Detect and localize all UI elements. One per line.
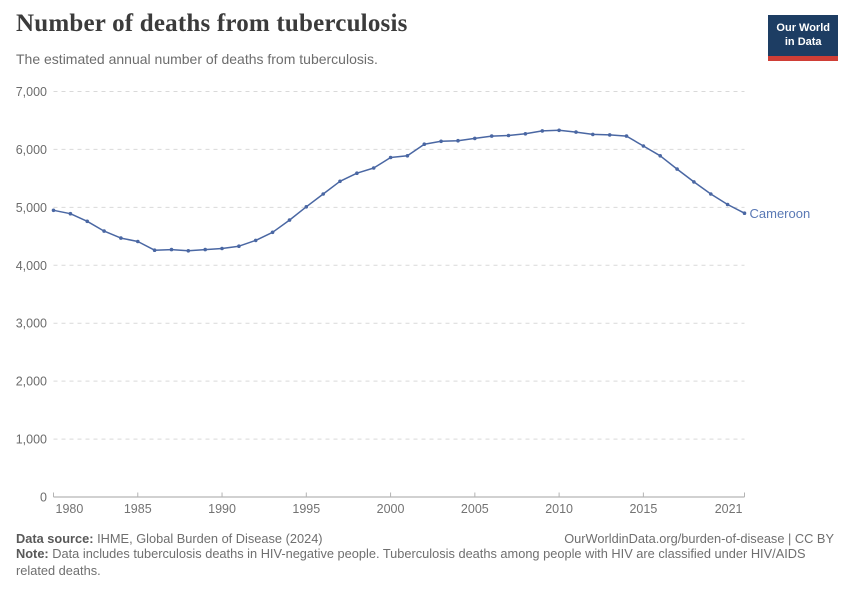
data-line [52,129,746,252]
data-source-line: Data source: IHME, Global Burden of Dise… [16,531,323,546]
data-point [456,138,460,143]
data-point [371,166,376,170]
data-point [557,128,561,133]
data-point [523,132,528,136]
y-axis-tick-label: 0 [40,491,47,505]
data-point [102,229,106,233]
x-axis-tick-label: 2005 [461,502,489,516]
data-point [388,155,393,160]
data-point [489,134,494,138]
data-point [540,129,545,133]
data-point [169,247,174,252]
data-point [237,244,241,248]
data-point [304,205,309,209]
data-point [658,154,662,158]
data-point [119,236,123,240]
data-point [321,192,326,196]
data-point [51,208,56,213]
owid-logo[interactable]: Our World in Data [768,15,838,61]
data-point [692,180,696,184]
y-axis-tick-label: 2,000 [16,375,47,389]
data-point [725,202,730,207]
x-axis-tick-label: 2021 [715,502,743,516]
data-source-label: Data source: [16,531,94,546]
data-point [270,230,275,235]
data-point [68,211,73,216]
owid-logo-line2: in Data [784,36,822,49]
x-axis-tick-label: 2010 [545,502,573,516]
owid-logo-line1: Our World [776,22,830,34]
data-point [220,246,224,251]
data-point [607,133,612,137]
data-point [355,171,359,175]
x-axis-tick-label: 1980 [56,502,84,516]
x-axis-tick-label: 2000 [377,502,405,516]
data-point [675,167,679,171]
y-axis-tick-label: 1,000 [16,433,47,447]
data-point [405,154,410,158]
y-axis-tick-label: 3,000 [16,317,47,331]
note-label: Note: [16,546,49,561]
data-point [253,238,258,243]
footer-link[interactable]: OurWorldinData.org/burden-of-disease | C… [564,531,834,546]
data-source-text: IHME, Global Burden of Disease (2024) [97,531,323,546]
data-point [709,192,713,196]
data-point [439,139,443,144]
data-point [422,142,427,146]
data-point [152,248,157,252]
chart-note: Note: Data includes tuberculosis deaths … [16,546,830,579]
data-point [186,249,191,253]
data-point [591,132,595,137]
y-axis-tick-label: 5,000 [16,201,47,215]
data-point [473,136,477,141]
page-title: Number of deaths from tuberculosis [16,10,408,37]
y-axis-tick-label: 4,000 [16,259,47,273]
data-point [742,211,747,215]
x-axis-tick-label: 1990 [208,502,236,516]
data-point [574,130,578,134]
data-point [338,179,342,184]
x-axis-tick-label: 1995 [292,502,320,516]
data-point [203,247,207,252]
y-axis-tick-label: 6,000 [16,143,47,157]
data-point [624,134,629,138]
data-point [641,144,646,148]
data-point [85,219,89,224]
y-axis-tick-label: 7,000 [16,85,47,99]
chart-subtitle: The estimated annual number of deaths fr… [16,51,378,67]
series-label-cameroon[interactable]: Cameroon [749,205,811,221]
data-point [136,239,140,244]
data-point [506,133,511,138]
note-text: Data includes tuberculosis deaths in HIV… [16,546,806,578]
x-axis-tick-label: 2015 [629,502,657,516]
chart-footer: Data source: IHME, Global Burden of Dise… [16,531,834,579]
x-axis-tick-label: 1985 [124,502,152,516]
data-point [287,218,292,222]
